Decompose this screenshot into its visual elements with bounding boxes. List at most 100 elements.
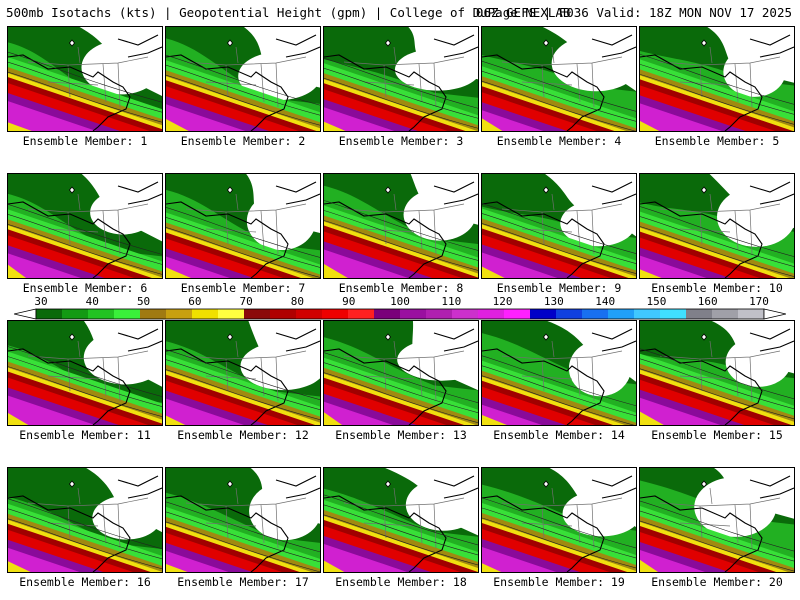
ensemble-member-label: Ensemble Member: 2 — [180, 134, 306, 148]
height-contour — [8, 498, 162, 550]
jet-edge-band — [166, 267, 191, 278]
height-contour — [166, 501, 320, 553]
ensemble-member-map — [323, 173, 479, 279]
jet-edge-band — [324, 412, 343, 425]
scale-tick-label: 100 — [390, 295, 410, 308]
scale-swatch — [478, 309, 505, 319]
jet-edge-band — [482, 563, 502, 572]
state-borders — [659, 46, 781, 108]
isotach-map — [166, 174, 320, 278]
state-borders — [659, 340, 781, 402]
state-borders — [501, 193, 623, 255]
state-borders — [343, 487, 465, 549]
coastline — [482, 328, 636, 425]
ensemble-member-label: Ensemble Member: 8 — [338, 281, 464, 295]
station-marker — [384, 186, 392, 194]
state-borders — [27, 46, 149, 108]
height-contour — [324, 494, 478, 546]
station-marker — [226, 333, 234, 341]
jet-band — [8, 253, 162, 278]
height-contour — [8, 51, 162, 103]
state-borders — [185, 340, 307, 402]
station-marker — [700, 186, 708, 194]
height-contour — [166, 521, 320, 572]
coastline — [8, 34, 162, 131]
height-contour — [8, 214, 162, 265]
scale-tick-label: 150 — [646, 295, 667, 308]
station-marker — [542, 333, 550, 341]
jet-edge-band — [8, 122, 32, 131]
height-contour — [166, 207, 320, 258]
low-wind-area — [723, 46, 786, 97]
ensemble-member-label: Ensemble Member: 3 — [338, 134, 464, 148]
scale-tick-label: 50 — [136, 295, 151, 308]
coastline — [640, 181, 794, 278]
isotach-map — [640, 321, 794, 425]
ensemble-member-map — [323, 467, 479, 573]
height-contour — [324, 210, 478, 261]
scale-swatch — [426, 309, 453, 319]
scale-tick-label: 70 — [239, 295, 253, 308]
ensemble-member-map — [323, 26, 479, 132]
height-contour — [640, 368, 794, 420]
coastline — [324, 328, 478, 425]
low-wind-area — [397, 338, 478, 381]
height-contour — [640, 348, 794, 400]
height-contour — [324, 220, 478, 271]
height-contour — [166, 217, 320, 268]
height-contour — [482, 375, 635, 425]
scale-color-bar — [14, 308, 786, 320]
height-contour — [640, 510, 794, 562]
ensemble-member-map — [481, 320, 637, 426]
isotach-map — [8, 468, 162, 572]
scale-swatch — [36, 309, 63, 319]
coastline — [324, 475, 478, 572]
height-contour — [640, 520, 794, 572]
height-contour — [324, 352, 478, 404]
isotach-map — [324, 468, 478, 572]
ensemble-member-label: Ensemble Member: 1 — [22, 134, 148, 148]
state-borders — [185, 487, 307, 549]
low-wind-area — [92, 495, 162, 540]
isotach-map — [482, 468, 636, 572]
isotach-map — [640, 468, 794, 572]
ensemble-member-map — [481, 173, 637, 279]
height-contour — [640, 54, 794, 105]
state-borders — [343, 46, 465, 108]
height-contour — [166, 54, 320, 106]
state-borders — [343, 340, 465, 402]
station-marker — [68, 333, 76, 341]
height-contour — [166, 359, 320, 410]
height-contour — [482, 497, 636, 549]
isotach-map — [324, 321, 478, 425]
jet-edge-band — [8, 561, 31, 572]
coastline — [324, 181, 478, 278]
station-marker — [384, 480, 392, 488]
scale-swatch — [504, 309, 531, 319]
scale-swatch — [244, 309, 271, 319]
height-contour — [166, 369, 320, 420]
ensemble-member-map — [481, 26, 637, 132]
state-borders — [659, 193, 781, 255]
scale-tick-label: 110 — [441, 295, 462, 308]
state-borders — [343, 193, 465, 255]
low-wind-area — [83, 330, 162, 385]
jet-band — [8, 101, 162, 131]
jet-band — [166, 256, 320, 278]
low-wind-area — [717, 186, 794, 247]
height-contour — [166, 227, 320, 278]
ensemble-member-label: Ensemble Member: 6 — [22, 281, 148, 295]
low-wind-area — [249, 482, 320, 541]
isotach-map — [166, 27, 320, 131]
height-contour — [640, 500, 794, 552]
height-contour — [482, 81, 636, 131]
low-wind-area — [568, 340, 632, 397]
scale-max-arrow — [763, 308, 786, 320]
height-contour — [8, 61, 162, 113]
scale-swatch — [166, 309, 193, 319]
scale-swatch — [218, 309, 245, 319]
map-title-bar: 500mb Isotachs (kts) | Geopotential Heig… — [4, 4, 796, 22]
station-marker — [542, 186, 550, 194]
ensemble-member-map — [639, 173, 795, 279]
scale-tick-label: 30 — [34, 295, 48, 308]
